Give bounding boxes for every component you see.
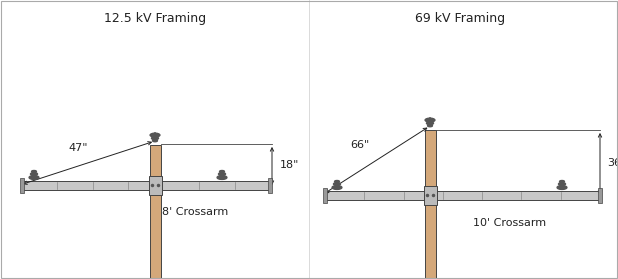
Bar xyxy=(325,191,600,199)
Text: 18": 18" xyxy=(280,160,299,170)
Ellipse shape xyxy=(151,137,158,140)
Bar xyxy=(598,187,602,203)
Text: 36": 36" xyxy=(607,158,618,168)
Ellipse shape xyxy=(332,186,342,189)
Bar xyxy=(150,145,161,279)
Bar xyxy=(148,175,161,194)
Bar xyxy=(425,130,436,279)
Ellipse shape xyxy=(32,170,36,173)
Ellipse shape xyxy=(29,175,39,179)
Text: 69 kV Framing: 69 kV Framing xyxy=(415,12,505,25)
Ellipse shape xyxy=(219,170,224,173)
Ellipse shape xyxy=(334,182,341,186)
Ellipse shape xyxy=(425,118,435,122)
Ellipse shape xyxy=(428,125,433,127)
Ellipse shape xyxy=(426,122,433,125)
Ellipse shape xyxy=(217,175,227,179)
Ellipse shape xyxy=(334,181,339,182)
Text: 8' Crossarm: 8' Crossarm xyxy=(162,207,228,217)
Ellipse shape xyxy=(150,133,160,137)
Ellipse shape xyxy=(559,182,565,186)
Ellipse shape xyxy=(153,140,158,142)
Text: 47": 47" xyxy=(68,143,88,153)
Bar xyxy=(323,187,327,203)
Ellipse shape xyxy=(30,173,38,175)
Ellipse shape xyxy=(219,173,226,175)
Text: 66": 66" xyxy=(350,140,370,150)
Text: 12.5 kV Framing: 12.5 kV Framing xyxy=(104,12,206,25)
Text: 10' Crossarm: 10' Crossarm xyxy=(473,218,546,228)
Ellipse shape xyxy=(557,186,567,189)
Ellipse shape xyxy=(559,181,564,182)
Bar xyxy=(20,177,24,193)
Bar xyxy=(268,177,272,193)
Bar xyxy=(22,181,270,189)
Bar xyxy=(423,186,436,205)
